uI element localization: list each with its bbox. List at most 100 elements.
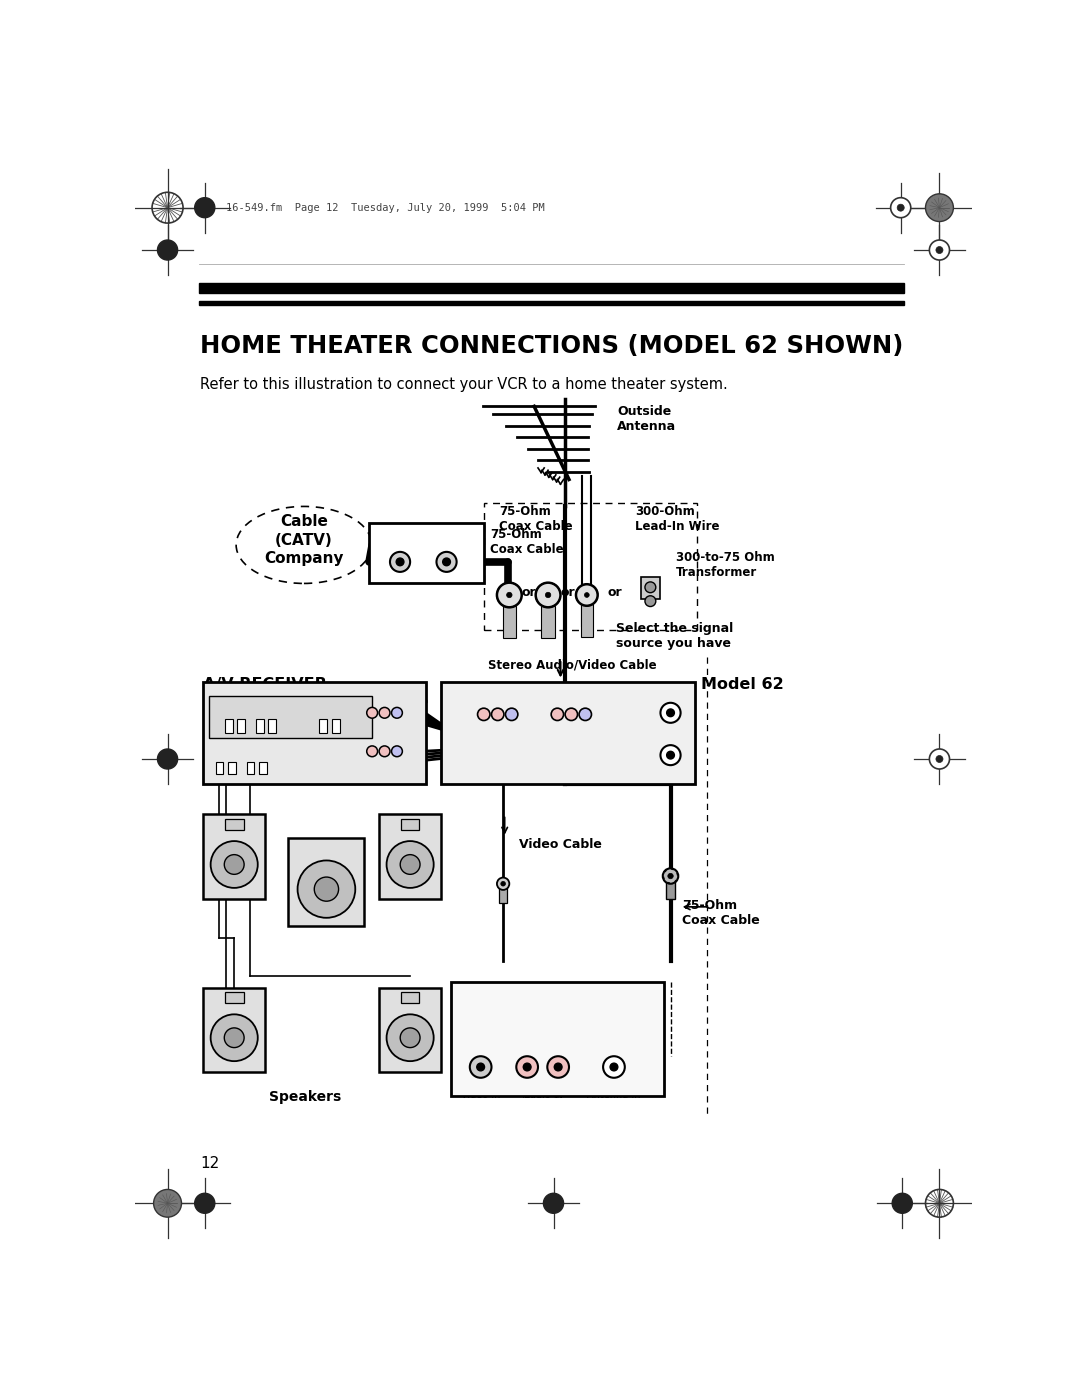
Circle shape — [579, 708, 592, 721]
Circle shape — [194, 1193, 215, 1214]
Bar — [401, 819, 419, 830]
Circle shape — [663, 869, 678, 884]
Text: HOME THEATER CONNECTIONS (MODEL 62 SHOWN): HOME THEATER CONNECTIONS (MODEL 62 SHOWN… — [200, 334, 904, 358]
Bar — [320, 719, 327, 733]
Text: R AUDIO-L VIDEO: R AUDIO-L VIDEO — [368, 698, 429, 705]
Circle shape — [565, 708, 578, 721]
Circle shape — [610, 1063, 618, 1071]
Text: Speakers: Speakers — [283, 690, 324, 698]
Circle shape — [543, 1193, 564, 1214]
Circle shape — [603, 1056, 625, 1077]
Circle shape — [497, 583, 522, 608]
Bar — [228, 763, 235, 774]
Text: 75-Ohm
Coax Cable: 75-Ohm Coax Cable — [499, 504, 572, 532]
Bar — [541, 606, 555, 638]
Text: A/V RECEIVER: A/V RECEIVER — [203, 678, 327, 693]
Bar — [379, 814, 441, 900]
Text: or: or — [561, 587, 575, 599]
Bar — [210, 696, 373, 738]
Text: R: R — [555, 1090, 562, 1099]
Circle shape — [516, 1056, 538, 1077]
Circle shape — [645, 595, 656, 606]
Text: Video Cable: Video Cable — [518, 838, 602, 851]
Bar — [225, 719, 232, 733]
Text: or: or — [607, 587, 622, 599]
Circle shape — [401, 855, 420, 875]
Text: Cable Box: Cable Box — [386, 531, 468, 546]
Text: Model 62: Model 62 — [701, 678, 783, 693]
Circle shape — [551, 708, 564, 721]
Text: L: L — [525, 1090, 530, 1099]
Circle shape — [387, 1014, 434, 1062]
Circle shape — [367, 746, 378, 757]
Bar — [225, 819, 243, 830]
Text: I N: I N — [393, 574, 407, 584]
Circle shape — [930, 240, 949, 260]
Bar — [484, 503, 697, 630]
Circle shape — [926, 194, 954, 222]
Text: OUT: OUT — [435, 574, 458, 584]
Circle shape — [936, 246, 943, 253]
Circle shape — [387, 841, 434, 888]
Circle shape — [436, 552, 457, 571]
Text: Stereo Audio/Video Cable: Stereo Audio/Video Cable — [488, 658, 657, 671]
Circle shape — [392, 746, 403, 757]
Circle shape — [153, 1189, 181, 1217]
Text: IN 1: IN 1 — [364, 736, 379, 745]
Bar — [666, 876, 675, 900]
Circle shape — [897, 204, 904, 211]
Bar — [581, 605, 593, 637]
Bar — [332, 719, 339, 733]
Text: OUT: OUT — [662, 698, 678, 708]
Circle shape — [524, 1063, 531, 1071]
Bar — [268, 719, 276, 733]
Circle shape — [548, 1056, 569, 1077]
Text: 300-Ohm
Lead-In Wire: 300-Ohm Lead-In Wire — [635, 504, 719, 532]
Text: Left: Left — [232, 711, 245, 717]
Bar — [499, 884, 507, 902]
Circle shape — [390, 552, 410, 571]
Text: TV: TV — [465, 989, 491, 1006]
Circle shape — [501, 882, 505, 886]
Circle shape — [477, 708, 490, 721]
Circle shape — [667, 873, 673, 879]
Text: Refer to this illustration to connect your VCR to a home theater system.: Refer to this illustration to connect yo… — [200, 377, 728, 393]
Circle shape — [158, 240, 177, 260]
Bar — [256, 719, 264, 733]
Circle shape — [645, 583, 656, 592]
Text: Right: Right — [262, 711, 281, 717]
Bar — [203, 682, 427, 784]
Text: Antenna In: Antenna In — [588, 1090, 640, 1099]
Circle shape — [401, 1028, 420, 1048]
Circle shape — [497, 877, 510, 890]
Bar — [199, 300, 904, 305]
Circle shape — [661, 745, 680, 766]
Bar — [401, 992, 419, 1003]
Bar — [369, 524, 484, 584]
Circle shape — [545, 592, 551, 598]
Bar — [216, 763, 224, 774]
Circle shape — [554, 1063, 562, 1071]
Circle shape — [392, 707, 403, 718]
Text: 16-549.fm  Page 12  Tuesday, July 20, 1999  5:04 PM: 16-549.fm Page 12 Tuesday, July 20, 1999… — [227, 203, 545, 212]
Circle shape — [379, 707, 390, 718]
Text: Right: Right — [246, 753, 265, 760]
Circle shape — [661, 703, 680, 722]
Circle shape — [470, 1056, 491, 1077]
Circle shape — [666, 752, 674, 759]
Text: R AUDIO-L VIDEO: R AUDIO-L VIDEO — [488, 698, 548, 705]
Circle shape — [225, 1028, 244, 1048]
Text: TV Monitor: TV Monitor — [376, 747, 418, 756]
Circle shape — [584, 592, 590, 598]
Circle shape — [443, 557, 450, 566]
Circle shape — [194, 197, 215, 218]
Bar — [642, 577, 660, 599]
Circle shape — [491, 708, 504, 721]
Text: 12: 12 — [200, 1155, 219, 1171]
Text: IN: IN — [666, 740, 675, 749]
Text: OUT: OUT — [491, 728, 508, 738]
Circle shape — [396, 557, 404, 566]
Circle shape — [476, 1063, 485, 1071]
Text: Front: Front — [242, 704, 261, 712]
Text: IN: IN — [577, 728, 584, 738]
